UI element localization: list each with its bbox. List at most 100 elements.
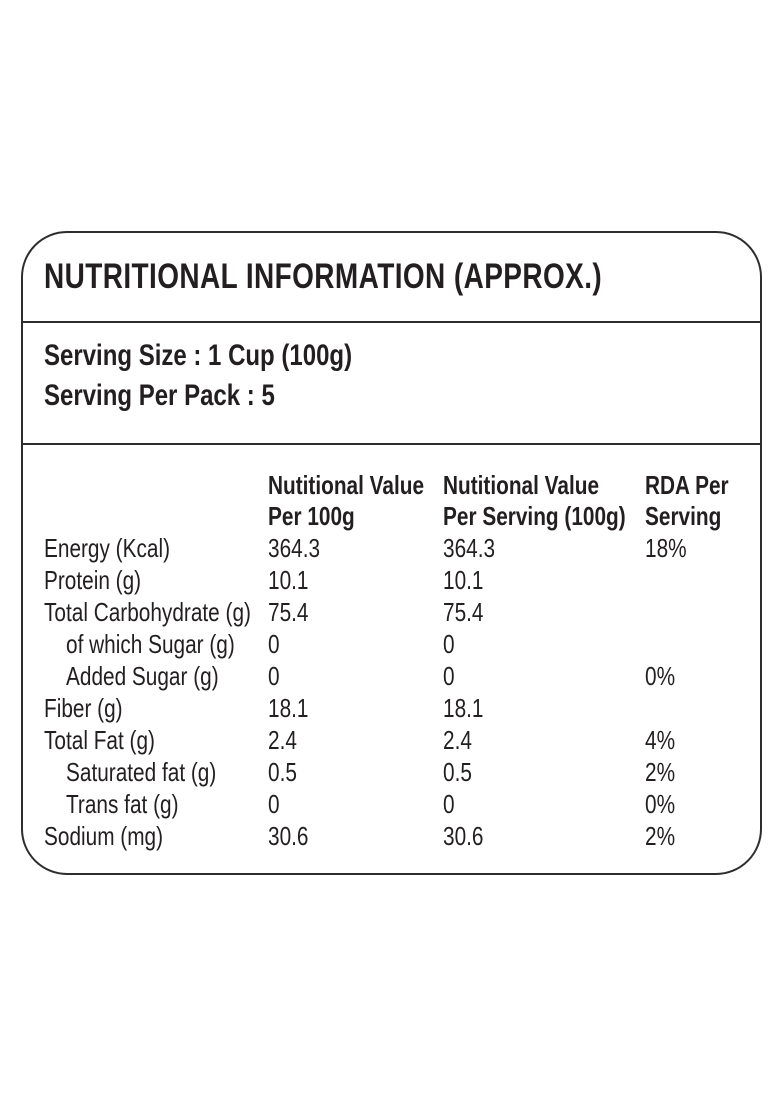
- header-per-100g: Nutitional Value Per 100g: [268, 470, 425, 531]
- row-label: Energy (Kcal): [44, 533, 170, 563]
- row-label-cell: of which Sugar (g): [44, 628, 268, 660]
- row-label-cell: Total Fat (g): [44, 724, 268, 756]
- value-per-100g-cell: 0: [268, 788, 443, 820]
- value-per-serving-cell: 30.6: [443, 820, 645, 852]
- header-blank-cell: [44, 470, 268, 532]
- rda-value-cell: [645, 596, 744, 628]
- rda-value-cell: 0%: [645, 660, 744, 692]
- row-label-cell: Total Carbohydrate (g): [44, 596, 268, 628]
- value-per-serving-cell: 0.5: [443, 756, 645, 788]
- value-per-serving: 2.4: [443, 725, 472, 755]
- value-per-serving: 364.3: [443, 533, 496, 563]
- value-per-100g: 0: [268, 661, 280, 691]
- value-per-100g-cell: 30.6: [268, 820, 443, 852]
- value-per-100g: 30.6: [268, 821, 309, 851]
- rda-value-cell: 4%: [645, 724, 744, 756]
- serving-per-pack-line: Serving Per Pack : 5: [44, 379, 275, 412]
- row-label: Sodium (mg): [44, 821, 164, 851]
- table-row: Fiber (g) 18.1 18.1: [44, 692, 744, 724]
- value-per-serving-cell: 0: [443, 788, 645, 820]
- rda-value: 2%: [645, 821, 676, 851]
- table-row: Trans fat (g) 0 0 0%: [44, 788, 744, 820]
- row-label-cell: Fiber (g): [44, 692, 268, 724]
- row-label-cell: Protein (g): [44, 564, 268, 596]
- serving-size-line: Serving Size : 1 Cup (100g): [44, 339, 353, 372]
- value-per-serving: 75.4: [443, 597, 484, 627]
- value-per-100g-cell: 0.5: [268, 756, 443, 788]
- table-body: Energy (Kcal) 364.3 364.3 18% Protein (g…: [44, 532, 744, 852]
- row-label-cell: Trans fat (g): [44, 788, 268, 820]
- value-per-100g-cell: 75.4: [268, 596, 443, 628]
- value-per-100g: 2.4: [268, 725, 297, 755]
- value-per-100g: 10.1: [268, 565, 309, 595]
- row-label: Fiber (g): [44, 693, 123, 723]
- row-label: Trans fat (g): [66, 789, 179, 819]
- value-per-serving-cell: 364.3: [443, 532, 645, 564]
- value-per-100g: 0: [268, 629, 280, 659]
- header-per-serving: Nutitional Value Per Serving (100g): [443, 470, 626, 531]
- table-row: Added Sugar (g) 0 0 0%: [44, 660, 744, 692]
- rda-value-cell: [645, 692, 744, 724]
- value-per-100g-cell: 2.4: [268, 724, 443, 756]
- value-per-serving-cell: 10.1: [443, 564, 645, 596]
- row-label-cell: Sodium (mg): [44, 820, 268, 852]
- table-row: Saturated fat (g) 0.5 0.5 2%: [44, 756, 744, 788]
- value-per-100g: 0: [268, 789, 280, 819]
- value-per-serving: 10.1: [443, 565, 484, 595]
- table-row: of which Sugar (g) 0 0: [44, 628, 744, 660]
- card-header-section: NUTRITIONAL INFORMATION (APPROX.): [23, 233, 760, 323]
- rda-value: 0%: [645, 661, 676, 691]
- header-rda: RDA Per Serving: [645, 470, 729, 531]
- row-label: Added Sugar (g): [66, 661, 219, 691]
- value-per-serving: 0: [443, 629, 455, 659]
- rda-value: 0%: [645, 789, 676, 819]
- table-row: Energy (Kcal) 364.3 364.3 18%: [44, 532, 744, 564]
- row-label-cell: Added Sugar (g): [44, 660, 268, 692]
- value-per-serving: 0: [443, 789, 455, 819]
- page-title-text: NUTRITIONAL INFORMATION (APPROX.): [44, 257, 603, 296]
- value-per-serving-cell: 2.4: [443, 724, 645, 756]
- value-per-serving-cell: 75.4: [443, 596, 645, 628]
- rda-value-cell: [645, 564, 744, 596]
- value-per-100g-cell: 364.3: [268, 532, 443, 564]
- value-per-100g-cell: 10.1: [268, 564, 443, 596]
- value-per-100g-cell: 0: [268, 660, 443, 692]
- table-row: Total Carbohydrate (g) 75.4 75.4: [44, 596, 744, 628]
- rda-value-cell: 18%: [645, 532, 744, 564]
- rda-value-cell: 2%: [645, 756, 744, 788]
- rda-value: 4%: [645, 725, 676, 755]
- rda-value: 18%: [645, 533, 687, 563]
- value-per-100g: 0.5: [268, 757, 297, 787]
- row-label: of which Sugar (g): [66, 629, 235, 659]
- value-per-100g: 364.3: [268, 533, 321, 563]
- rda-value-cell: [645, 628, 744, 660]
- value-per-serving: 18.1: [443, 693, 484, 723]
- value-per-serving: 30.6: [443, 821, 484, 851]
- table-row: Sodium (mg) 30.6 30.6 2%: [44, 820, 744, 852]
- row-label: Total Carbohydrate (g): [44, 597, 251, 627]
- row-label-cell: Energy (Kcal): [44, 532, 268, 564]
- value-per-100g: 18.1: [268, 693, 309, 723]
- value-per-100g-cell: 18.1: [268, 692, 443, 724]
- serving-section: Serving Size : 1 Cup (100g) Serving Per …: [23, 323, 760, 445]
- value-per-serving: 0: [443, 661, 455, 691]
- value-per-serving-cell: 0: [443, 628, 645, 660]
- rda-value-cell: 0%: [645, 788, 744, 820]
- value-per-serving-cell: 0: [443, 660, 645, 692]
- table-row: Protein (g) 10.1 10.1: [44, 564, 744, 596]
- rda-value-cell: 2%: [645, 820, 744, 852]
- value-per-100g: 75.4: [268, 597, 309, 627]
- row-label: Protein (g): [44, 565, 142, 595]
- page-title: NUTRITIONAL INFORMATION (APPROX.): [44, 257, 742, 297]
- nutrition-table: Nutitional Value Per 100g Nutitional Val…: [23, 445, 760, 873]
- row-label-cell: Saturated fat (g): [44, 756, 268, 788]
- value-per-100g-cell: 0: [268, 628, 443, 660]
- table-header-row: Nutitional Value Per 100g Nutitional Val…: [44, 470, 744, 532]
- rda-value: 2%: [645, 757, 676, 787]
- nutrition-facts-card: NUTRITIONAL INFORMATION (APPROX.) Servin…: [21, 231, 762, 875]
- row-label: Total Fat (g): [44, 725, 155, 755]
- value-per-serving-cell: 18.1: [443, 692, 645, 724]
- row-label: Saturated fat (g): [66, 757, 217, 787]
- table-row: Total Fat (g) 2.4 2.4 4%: [44, 724, 744, 756]
- value-per-serving: 0.5: [443, 757, 472, 787]
